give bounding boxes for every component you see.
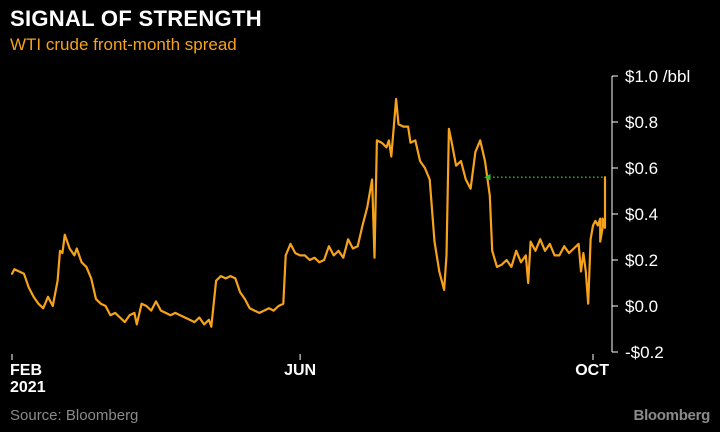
source-note: Source: Bloomberg (10, 407, 139, 424)
chart-subtitle: WTI crude front-month spread (10, 35, 237, 54)
x-tick-label: FEB (10, 362, 42, 379)
y-axis: $1.0 /bbl $0.8 $0.6 $0.4 $0.2 $0.0 -$0.2 (611, 67, 690, 362)
y-tick-label: $0.6 (625, 159, 658, 178)
y-tick-label: $1.0 /bbl (625, 67, 690, 86)
series-group (10, 97, 607, 328)
y-tick-label: $0.0 (625, 297, 658, 316)
y-tick-label: -$0.2 (625, 343, 664, 362)
x-tick-label: OCT (575, 362, 609, 379)
x-tick-label: JUN (284, 362, 316, 379)
y-tick-label: $0.4 (625, 205, 658, 224)
x-tick-sublabel: 2021 (10, 379, 46, 396)
y-tick-label: $0.2 (625, 251, 658, 270)
series-line-0 (10, 97, 607, 328)
chart-title: SIGNAL OF STRENGTH (10, 6, 262, 31)
y-tick-label: $0.8 (625, 113, 658, 132)
brand-logo: Bloomberg (633, 407, 711, 424)
